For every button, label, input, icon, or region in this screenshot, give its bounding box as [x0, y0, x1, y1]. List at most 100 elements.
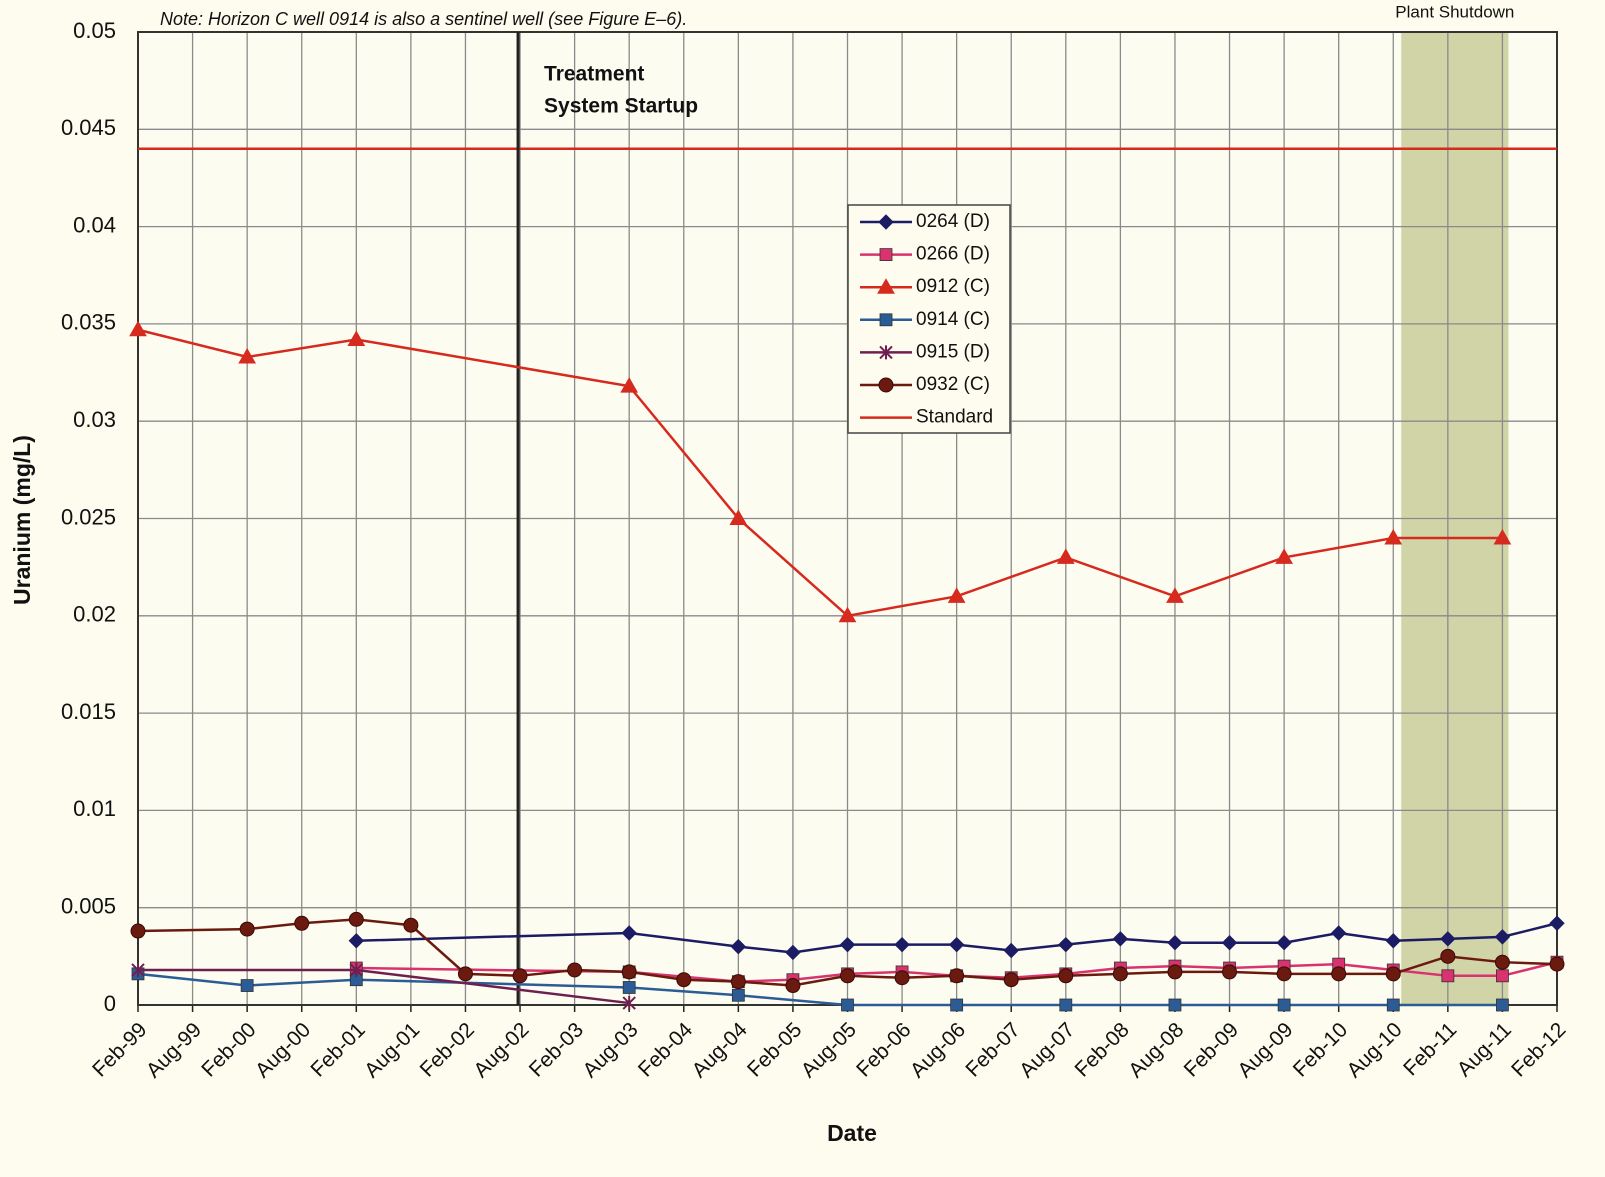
marker	[840, 968, 855, 984]
marker	[1059, 998, 1073, 1012]
legend-marker	[879, 313, 893, 327]
marker	[731, 988, 745, 1002]
marker	[1496, 969, 1509, 983]
marker	[949, 968, 965, 984]
marker	[347, 330, 366, 346]
marker	[1166, 587, 1184, 603]
marker	[567, 962, 583, 978]
marker	[1277, 998, 1291, 1012]
y-tick-label: 0.005	[61, 894, 116, 919]
marker	[1386, 998, 1400, 1012]
y-tick-label: 0.02	[73, 602, 116, 627]
marker	[621, 925, 637, 941]
marker	[1003, 972, 1019, 988]
legend-label: Standard	[916, 407, 993, 428]
y-tick-label: 0.045	[61, 115, 116, 140]
marker	[1441, 969, 1455, 983]
marker	[1276, 935, 1292, 951]
marker	[620, 377, 639, 393]
series-line	[137, 972, 1503, 1007]
marker	[622, 996, 636, 1011]
marker	[131, 962, 145, 977]
marker	[348, 933, 365, 949]
marker	[1058, 936, 1074, 953]
marker	[950, 998, 964, 1012]
marker	[1440, 931, 1456, 947]
marker	[1167, 964, 1183, 980]
marker	[1112, 931, 1129, 947]
marker	[676, 972, 692, 988]
y-tick-label: 0.035	[61, 310, 116, 335]
legend-label: 0266 (D)	[916, 244, 990, 265]
legend-marker	[878, 214, 894, 230]
marker	[785, 978, 801, 994]
y-tick-label: 0.03	[73, 407, 116, 432]
marker	[1385, 966, 1401, 982]
marker	[1275, 548, 1293, 564]
legend-marker	[878, 377, 894, 393]
marker	[785, 944, 801, 961]
series-line	[137, 918, 1558, 987]
y-axis-title: Uranium (mg/L)	[9, 435, 35, 605]
marker	[948, 936, 965, 953]
legend: 0264 (D) 0266 (D) 0912 (C) 0914 (C) 0915 (D)…	[847, 204, 1011, 434]
y-tick-label: 0.04	[73, 212, 116, 237]
y-tick-label: 0.025	[61, 504, 116, 529]
legend-label: 0914 (C)	[916, 309, 990, 330]
marker	[1003, 942, 1019, 959]
startup-label: Treatment	[544, 63, 644, 86]
marker	[349, 962, 364, 977]
marker	[622, 981, 636, 994]
marker	[348, 911, 364, 927]
y-tick-label: 0	[104, 991, 116, 1016]
legend-label: 0912 (C)	[916, 276, 990, 297]
marker	[894, 970, 910, 986]
marker	[841, 998, 854, 1012]
marker	[1385, 933, 1401, 949]
marker	[621, 964, 637, 980]
marker	[1494, 954, 1510, 970]
x-axis-title: Date	[827, 1120, 877, 1146]
marker	[457, 966, 473, 982]
marker	[130, 923, 146, 939]
legend-marker	[877, 278, 895, 294]
marker	[1112, 966, 1128, 982]
marker	[947, 587, 966, 603]
marker	[894, 936, 910, 953]
marker	[1384, 528, 1403, 545]
marker	[403, 917, 419, 933]
marker	[1440, 948, 1456, 964]
marker	[1493, 528, 1512, 545]
legend-label: 0264 (D)	[916, 211, 990, 232]
y-tick-label: 0.015	[61, 699, 116, 724]
marker	[512, 968, 528, 984]
series-line	[137, 328, 1503, 618]
startup-label: System Startup	[544, 95, 698, 118]
marker	[1276, 966, 1292, 982]
marker	[730, 938, 747, 955]
marker	[1330, 925, 1347, 941]
shutdown-label: Plant Shutdown	[1395, 2, 1514, 21]
marker	[839, 936, 856, 953]
marker	[129, 320, 147, 337]
marker	[1056, 548, 1075, 564]
series-line	[356, 922, 1558, 954]
y-tick-label: 0.05	[73, 18, 116, 43]
marker	[1496, 998, 1509, 1012]
marker	[1494, 929, 1511, 945]
marker	[1168, 998, 1182, 1012]
marker	[1221, 935, 1238, 951]
marker	[1549, 956, 1565, 972]
marker	[838, 606, 857, 623]
marker	[1222, 964, 1238, 980]
marker	[240, 979, 254, 992]
marker	[1549, 915, 1565, 931]
marker	[730, 974, 746, 990]
marker	[729, 509, 748, 525]
marker	[239, 921, 255, 937]
marker	[1331, 966, 1347, 982]
legend-label: 0932 (C)	[916, 374, 990, 395]
note: Note: Horizon C well 0914 is also a sent…	[160, 9, 687, 29]
marker	[1058, 968, 1074, 984]
